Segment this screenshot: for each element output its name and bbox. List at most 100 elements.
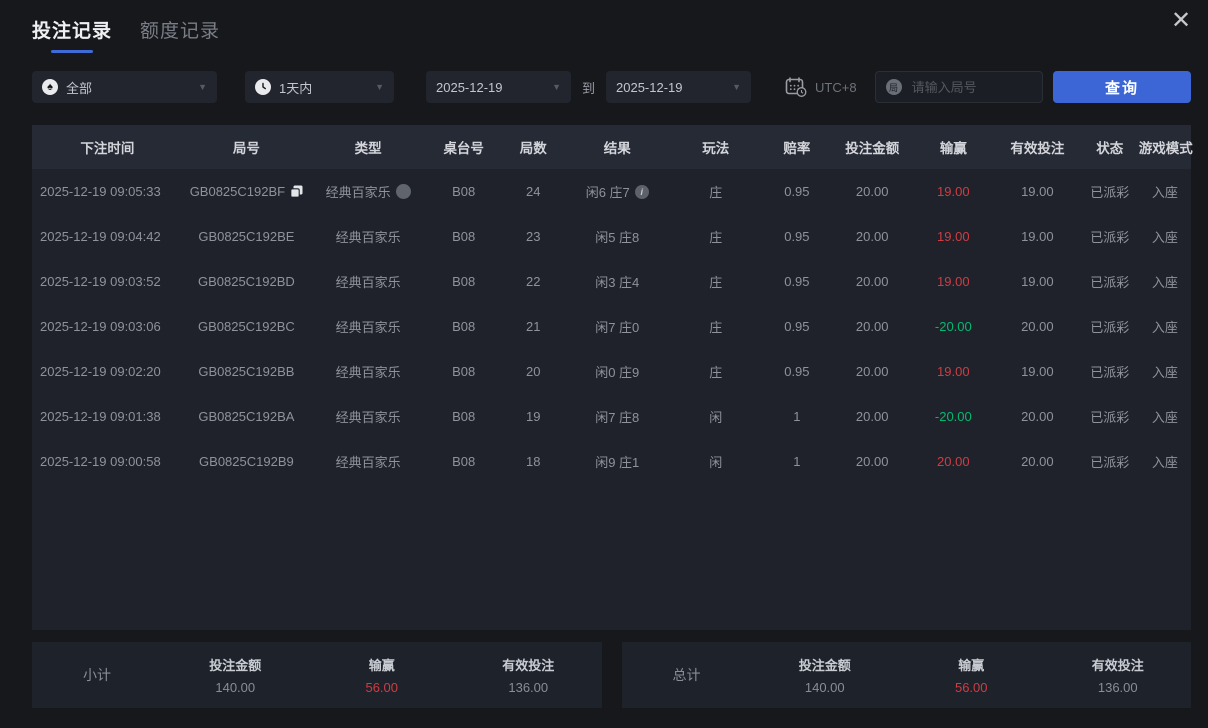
summary-stat-label: 投注金额	[209, 658, 262, 673]
cell-status: 已派彩	[1090, 185, 1130, 200]
column-header: 赔率	[783, 141, 811, 156]
column-header: 局号	[232, 141, 260, 156]
cell-valid-bet: 19.00	[1021, 184, 1054, 199]
summary-stat: 输赢 56.00	[898, 655, 1045, 695]
chevron-down-icon: ▼	[732, 82, 742, 92]
cell-result: 闲9 庄1 i	[595, 455, 640, 470]
cell-round-no: 23	[525, 229, 541, 244]
cell-result: 闲3 庄4 i	[595, 275, 640, 290]
date-from-select[interactable]: 2025-12-19 ▼	[426, 71, 571, 103]
cell-win-loss: 19.00	[937, 274, 970, 289]
spade-icon: ♠	[42, 79, 58, 95]
subtotal-panel: 小计 投注金额 140.00 输赢 56.00 有效投注 136.00	[32, 642, 602, 708]
cell-valid-bet: 19.00	[1021, 229, 1054, 244]
cell-game-mode: 入座	[1151, 320, 1178, 335]
summary-stat: 有效投注 136.00	[1045, 655, 1192, 695]
info-icon[interactable]: i	[634, 184, 649, 199]
column-header: 下注时间	[80, 141, 135, 156]
column-header: 桌台号	[443, 141, 484, 156]
cell-bet-amount: 20.00	[855, 319, 889, 334]
table-row[interactable]: 2025-12-19 09:00:58 GB0825C192B9 经典百家乐 B…	[32, 439, 1191, 484]
date-to-value: 2025-12-19	[616, 79, 683, 95]
copy-icon[interactable]	[290, 185, 303, 198]
summary-stat-value: 136.00	[508, 680, 549, 695]
summary-stat-label: 有效投注	[1091, 658, 1144, 673]
cell-bet-time: 2025-12-19 09:03:06	[40, 319, 161, 334]
chevron-down-icon: ▼	[552, 82, 561, 92]
column-header: 局数	[519, 141, 547, 156]
summary-stat-value: 56.00	[954, 680, 988, 695]
column-header: 类型	[354, 141, 382, 156]
replay-icon[interactable]	[395, 184, 411, 199]
cell-round-id: GB0825C192BF	[183, 184, 310, 199]
table-row[interactable]: 2025-12-19 09:05:33 GB0825C192BF 经典百家乐 B…	[32, 169, 1191, 214]
cell-valid-bet: 20.00	[1021, 454, 1054, 469]
cell-status: 已派彩	[1090, 455, 1130, 470]
column-header: 有效投注	[1010, 141, 1065, 156]
table-row[interactable]: 2025-12-19 09:04:42 GB0825C192BE 经典百家乐 B…	[32, 214, 1191, 259]
cell-table-no: B08	[452, 454, 476, 469]
date-to-select[interactable]: 2025-12-19 ▼	[606, 71, 752, 103]
cell-play: 闲	[709, 410, 723, 425]
column-header: 游戏模式	[1138, 141, 1193, 156]
table-body: 2025-12-19 09:05:33 GB0825C192BF 经典百家乐 B…	[32, 169, 1191, 484]
table-row[interactable]: 2025-12-19 09:03:06 GB0825C192BC 经典百家乐 B…	[32, 304, 1191, 349]
cell-odds: 0.95	[784, 364, 810, 379]
cell-game-type: 经典百家乐	[335, 410, 401, 425]
cell-odds: 1	[793, 409, 801, 424]
summary-stat: 输赢 56.00	[309, 655, 456, 695]
query-button[interactable]: 查询	[1053, 71, 1191, 103]
table-row[interactable]: 2025-12-19 09:01:38 GB0825C192BA 经典百家乐 B…	[32, 394, 1191, 439]
cell-play: 庄	[709, 275, 723, 290]
cell-status: 已派彩	[1090, 320, 1130, 335]
summary-stat: 投注金额 140.00	[162, 655, 309, 695]
summary-stat: 有效投注 136.00	[455, 655, 602, 695]
cell-odds: 0.95	[784, 229, 810, 244]
tab-bet-records[interactable]: 投注记录	[32, 16, 112, 53]
cell-game-type: 经典百家乐	[335, 455, 401, 470]
summary-stat-value: 140.00	[804, 680, 845, 695]
round-id-icon: 局	[885, 79, 902, 95]
cell-table-no: B08	[452, 184, 476, 199]
cell-game-type: 经典百家乐	[335, 275, 401, 290]
summary-bar: 小计 投注金额 140.00 输赢 56.00 有效投注 136.00 总计 投…	[32, 642, 1191, 708]
summary-stat-label: 投注金额	[798, 658, 851, 673]
summary-stat-value: 140.00	[215, 680, 256, 695]
cell-round-id: GB0825C192BC	[197, 319, 295, 334]
round-id-input[interactable]	[909, 78, 1024, 96]
cell-play: 庄	[709, 230, 723, 245]
cell-round-no: 21	[525, 319, 541, 334]
cell-valid-bet: 20.00	[1021, 319, 1054, 334]
column-header: 投注金额	[845, 141, 900, 156]
cell-bet-time: 2025-12-19 09:02:20	[40, 364, 161, 379]
cell-valid-bet: 19.00	[1021, 364, 1054, 379]
cell-play: 庄	[709, 365, 723, 380]
modal-header: 投注记录 额度记录 ✕	[0, 0, 1208, 53]
column-header: 状态	[1096, 141, 1124, 156]
cell-round-no: 19	[525, 409, 541, 424]
column-header: 玩法	[702, 141, 730, 156]
close-icon[interactable]: ✕	[1170, 7, 1192, 34]
cell-game-mode: 入座	[1151, 410, 1178, 425]
cell-result: 闲6 庄7 i	[565, 182, 669, 201]
cell-round-id: GB0825C192B9	[199, 454, 294, 469]
cell-result: 闲5 庄8 i	[595, 230, 640, 245]
summary-stat: 投注金额 140.00	[752, 655, 899, 695]
cell-game-mode: 入座	[1151, 455, 1178, 470]
cell-bet-amount: 20.00	[855, 229, 889, 244]
cell-round-no: 18	[525, 454, 541, 469]
table-row[interactable]: 2025-12-19 09:02:20 GB0825C192BB 经典百家乐 B…	[32, 349, 1191, 394]
game-type-select[interactable]: ♠ 全部 ▼	[32, 71, 217, 103]
cell-bet-amount: 20.00	[855, 364, 889, 379]
cell-win-loss: 20.00	[937, 454, 970, 469]
time-range-select[interactable]: 1天内 ▼	[245, 71, 394, 103]
cell-win-loss: 19.00	[937, 364, 970, 379]
timezone-indicator[interactable]: UTC+8	[785, 77, 857, 97]
date-from-value: 2025-12-19	[436, 79, 503, 95]
table-row[interactable]: 2025-12-19 09:03:52 GB0825C192BD 经典百家乐 B…	[32, 259, 1191, 304]
cell-game-mode: 入座	[1151, 185, 1178, 200]
cell-game-type: 经典百家乐	[335, 365, 401, 380]
tab-quota-records[interactable]: 额度记录	[140, 21, 221, 42]
cell-status: 已派彩	[1090, 230, 1130, 245]
date-to-label: 到	[582, 80, 596, 96]
